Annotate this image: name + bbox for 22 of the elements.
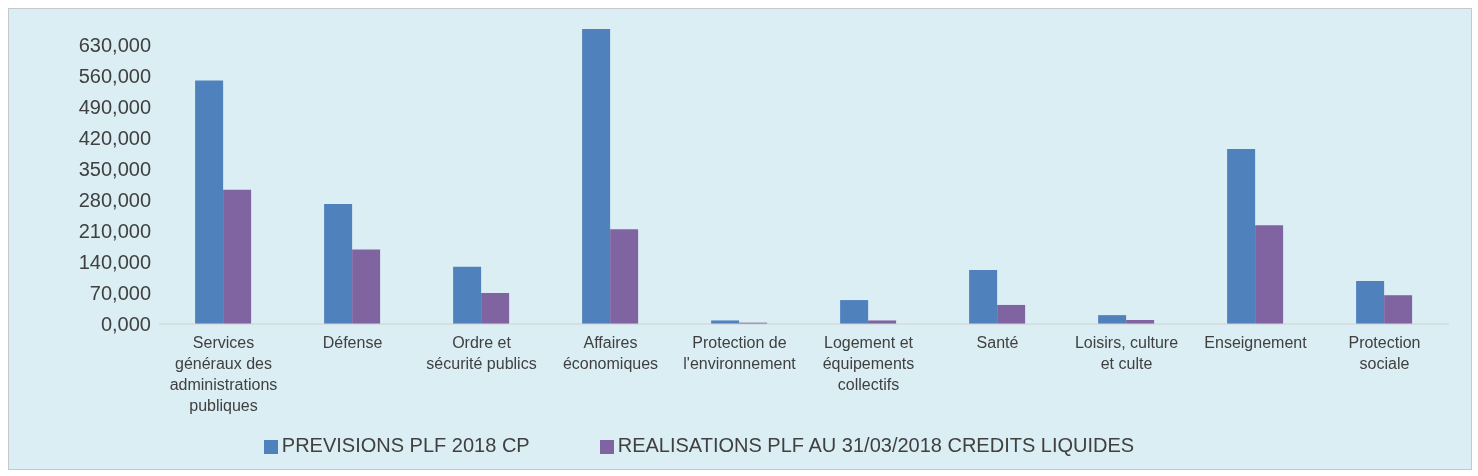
x-tick-label: Services généraux des administrations publiques: [169, 334, 278, 414]
y-tick-label: 630,000: [78, 34, 151, 57]
y-tick-label: 140,000: [78, 251, 151, 274]
x-tick-label: Enseignement: [1204, 334, 1308, 351]
y-tick-label: 280,000: [78, 189, 151, 212]
y-tick-label: 560,000: [78, 65, 151, 88]
x-tick-label: Logement et équipements collectifs: [822, 334, 915, 393]
y-tick-label: 420,000: [78, 127, 151, 150]
y-tick-label: 350,000: [78, 158, 151, 181]
x-tick-label: Protection sociale: [1348, 334, 1421, 372]
x-tick-label: Santé: [976, 334, 1019, 351]
x-tick-label: Ordre et sécurité publics: [426, 334, 537, 372]
y-tick-label: 210,000: [78, 220, 151, 243]
x-tick-label: Défense: [322, 334, 383, 351]
x-tick-label: Loisirs, culture et culte: [1074, 334, 1179, 372]
y-tick-label: 490,000: [78, 96, 151, 119]
x-tick-label: Affaires économiques: [562, 334, 659, 372]
x-tick-label: Protection de l'environnement: [683, 334, 797, 372]
legend-label: REALISATIONS PLF AU 31/03/2018 CREDITS LIQUIDES: [617, 434, 1135, 456]
y-tick-label: 0,000: [100, 313, 151, 336]
legend-label: PREVISIONS PLF 2018 CP: [281, 434, 530, 456]
y-tick-label: 70,000: [89, 282, 151, 305]
